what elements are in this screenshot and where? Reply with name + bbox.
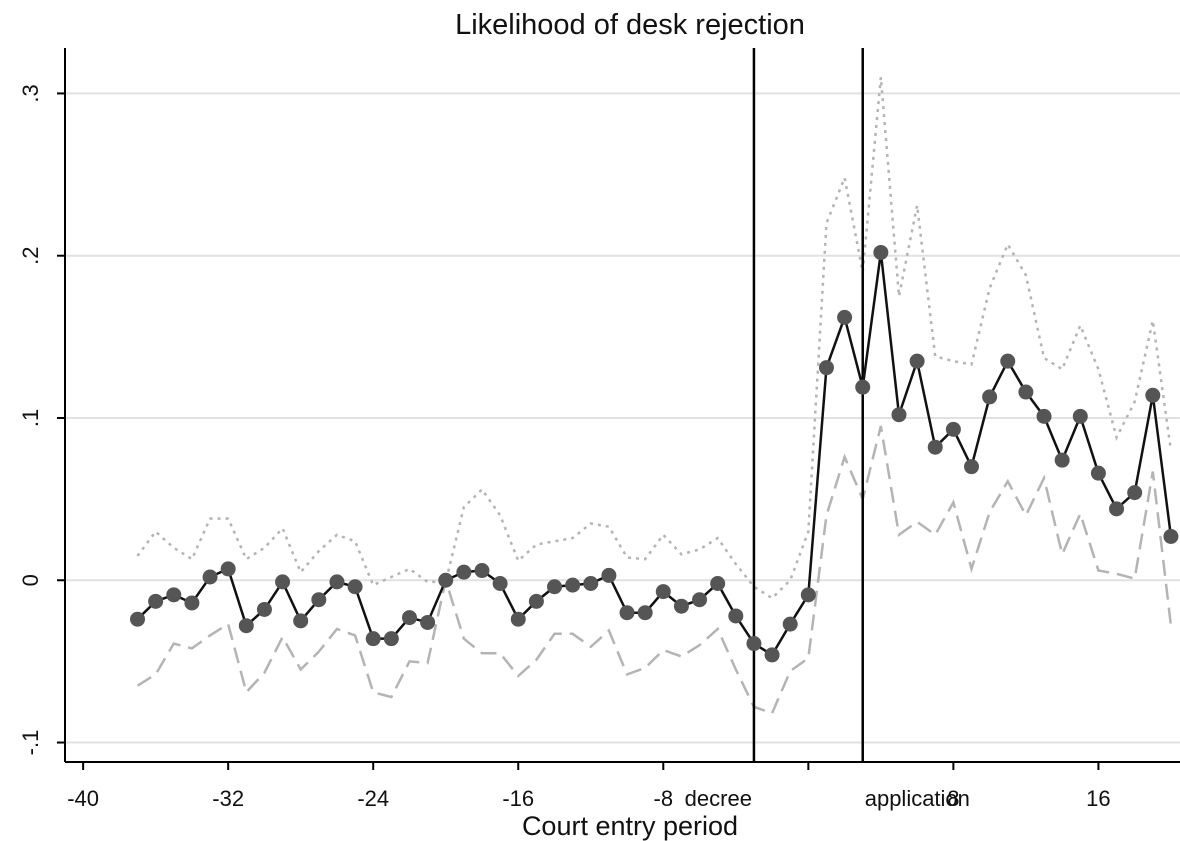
chart-title: Likelihood of desk rejection <box>455 9 805 41</box>
data-point <box>673 598 689 614</box>
data-point <box>982 389 998 405</box>
data-point <box>728 608 744 624</box>
data-point <box>238 618 254 634</box>
data-point <box>746 636 762 652</box>
y-tick-label-3: .2 <box>18 247 43 265</box>
data-point <box>202 569 218 585</box>
data-point <box>855 379 871 395</box>
data-point <box>184 595 200 611</box>
y-tick-label-1: 0 <box>18 574 43 586</box>
data-point <box>1036 408 1052 424</box>
data-point <box>945 421 961 437</box>
data-point <box>601 567 617 583</box>
data-point <box>383 631 399 647</box>
data-point <box>1018 384 1034 400</box>
data-point <box>220 561 236 577</box>
data-point <box>782 616 798 632</box>
data-point <box>1145 387 1161 403</box>
upper-bound-line <box>136 77 1173 600</box>
confidence-bands <box>136 77 1173 715</box>
y-tick-label-2: .1 <box>18 409 43 427</box>
data-point <box>474 563 490 579</box>
data-point <box>909 353 925 369</box>
x-tick-label-5: 8 <box>947 786 959 811</box>
data-point <box>492 576 508 591</box>
x-tick-label-6: 16 <box>1086 786 1110 811</box>
data-point <box>655 584 671 600</box>
data-point <box>818 360 834 376</box>
estimate-series <box>130 244 1179 663</box>
data-point <box>565 577 581 593</box>
x-tick-label-4: -8 <box>654 786 674 811</box>
y-tick-label-0: -.1 <box>18 730 43 756</box>
data-point <box>1163 528 1179 544</box>
data-point <box>710 576 726 591</box>
data-point <box>311 592 327 608</box>
data-point <box>401 610 417 626</box>
y-tick-label-4: .3 <box>18 84 43 102</box>
axes: -.1 0 .1 .2 .3 -40 -32 -24 -16 -8 8 16 <box>18 48 1180 811</box>
data-point <box>873 244 889 260</box>
data-point <box>764 647 780 663</box>
vline-label-application: application <box>865 786 970 811</box>
data-point <box>130 611 146 627</box>
data-point <box>456 564 472 580</box>
data-point <box>1072 408 1088 424</box>
data-point <box>800 587 816 603</box>
data-point <box>891 407 907 423</box>
data-point <box>148 593 164 609</box>
data-point <box>583 576 599 591</box>
data-point <box>365 631 381 647</box>
lower-bound-line <box>136 425 1173 715</box>
x-tick-label-0: -40 <box>67 786 99 811</box>
data-point <box>510 611 526 627</box>
data-point <box>547 579 563 595</box>
vline-label-decree: decree <box>685 786 752 811</box>
data-point <box>1127 485 1143 501</box>
data-point <box>166 587 182 603</box>
gridlines <box>65 92 1180 744</box>
data-point <box>329 574 345 590</box>
data-point <box>1090 465 1106 481</box>
data-point <box>1054 452 1070 468</box>
data-point <box>927 439 943 455</box>
data-point <box>637 605 653 621</box>
data-point <box>293 613 309 629</box>
data-point <box>1109 501 1125 517</box>
data-point <box>275 574 291 590</box>
x-tick-label-2: -24 <box>357 786 389 811</box>
data-point <box>256 601 272 617</box>
data-point <box>528 593 544 609</box>
data-point <box>837 309 853 325</box>
x-tick-label-1: -32 <box>212 786 244 811</box>
data-point <box>420 614 436 630</box>
data-point <box>692 592 708 608</box>
event-lines: decree application <box>685 48 970 811</box>
data-point <box>1000 353 1016 369</box>
data-point <box>438 572 454 588</box>
data-point <box>619 605 635 621</box>
data-point <box>347 579 363 595</box>
x-axis-title: Court entry period <box>522 811 738 841</box>
estimate-line <box>136 252 1173 657</box>
x-tick-label-3: -16 <box>502 786 534 811</box>
data-point <box>964 459 980 475</box>
